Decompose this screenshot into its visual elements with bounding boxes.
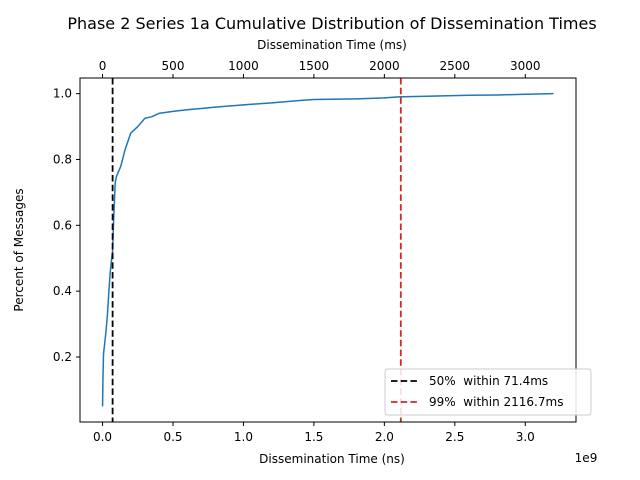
legend: 50% within 71.4ms 99% within 2116.7ms xyxy=(384,368,592,416)
series-line-0 xyxy=(101,92,554,407)
plot-area xyxy=(79,77,577,423)
y-tick-label-1: 0.4 xyxy=(53,284,72,298)
y-axis-label: Percent of Messages xyxy=(12,188,26,311)
chart-title: Phase 2 Series 1a Cumulative Distributio… xyxy=(67,14,596,33)
x-tick-label-5: 2.5 xyxy=(445,430,464,444)
x-tick-label-1: 0.5 xyxy=(163,430,182,444)
x2-tick-label-2: 1000 xyxy=(228,59,259,73)
x-tick-label-2: 1.0 xyxy=(234,430,253,444)
legend-label-99pct: 99% within 2116.7ms xyxy=(429,395,563,409)
x-tick-label-0: 0.0 xyxy=(93,430,112,444)
x2-tick-label-3: 1500 xyxy=(299,59,330,73)
y-tick-label-2: 0.6 xyxy=(53,218,72,232)
axis-ticks: 0.0 0.5 1.0 1.5 2.0 2.5 3.0 0 500 1000 1500 2000 250… xyxy=(53,59,541,444)
y-tick-label-3: 0.8 xyxy=(53,152,72,166)
x-axis-label: Dissemination Time (ns) xyxy=(259,452,405,466)
axes-frame xyxy=(79,77,577,423)
x2-tick-label-1: 500 xyxy=(162,59,185,73)
legend-label-50pct: 50% within 71.4ms xyxy=(429,374,548,388)
y-tick-label-4: 1.0 xyxy=(53,87,72,101)
legend-frame xyxy=(384,368,592,416)
x2-tick-label-4: 2000 xyxy=(369,59,400,73)
x-tick-label-4: 2.0 xyxy=(375,430,394,444)
y-tick-label-0: 0.2 xyxy=(53,350,72,364)
x-tick-label-6: 3.0 xyxy=(516,430,535,444)
x2-tick-label-6: 3000 xyxy=(510,59,541,73)
x-axis-offset-label: 1e9 xyxy=(575,451,598,465)
x2-axis-label: Dissemination Time (ms) xyxy=(257,38,407,52)
x-tick-label-3: 1.5 xyxy=(304,430,323,444)
x2-tick-label-5: 2500 xyxy=(440,59,471,73)
x2-tick-label-0: 0 xyxy=(99,59,107,73)
